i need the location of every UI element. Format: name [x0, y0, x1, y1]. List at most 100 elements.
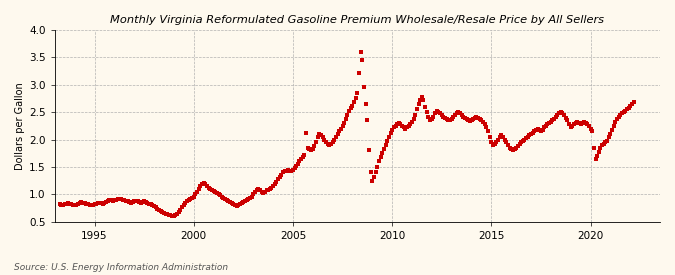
- Point: [122, 199, 133, 204]
- Point: [508, 148, 518, 153]
- Point: [335, 126, 346, 131]
- Point: [379, 147, 389, 152]
- Point: [344, 109, 354, 113]
- Point: [582, 122, 593, 127]
- Point: [425, 118, 435, 123]
- Point: [234, 202, 245, 207]
- Point: [283, 168, 294, 172]
- Point: [130, 199, 141, 203]
- Point: [61, 202, 72, 206]
- Point: [167, 213, 178, 218]
- Point: [539, 125, 549, 130]
- Point: [292, 161, 303, 166]
- Point: [418, 98, 429, 102]
- Point: [208, 189, 219, 193]
- Point: [55, 202, 65, 207]
- Point: [184, 198, 194, 203]
- Point: [438, 114, 449, 119]
- Point: [352, 91, 362, 95]
- Point: [274, 175, 285, 179]
- Point: [529, 129, 540, 134]
- Point: [547, 118, 558, 123]
- Point: [458, 114, 468, 119]
- Point: [246, 194, 257, 199]
- Point: [70, 203, 80, 207]
- Point: [137, 200, 148, 204]
- Point: [565, 125, 576, 130]
- Point: [385, 131, 396, 135]
- Point: [178, 203, 189, 207]
- Point: [196, 182, 207, 187]
- Point: [380, 143, 391, 147]
- Point: [517, 138, 528, 143]
- Point: [610, 120, 621, 124]
- Point: [577, 121, 588, 125]
- Point: [560, 116, 571, 120]
- Point: [441, 117, 452, 121]
- Point: [605, 132, 616, 136]
- Point: [552, 113, 563, 117]
- Point: [241, 198, 252, 202]
- Point: [514, 142, 525, 146]
- Y-axis label: Dollars per Gallon: Dollars per Gallon: [15, 82, 25, 170]
- Point: [271, 180, 282, 185]
- Point: [367, 178, 378, 183]
- Point: [193, 187, 204, 191]
- Point: [71, 202, 82, 207]
- Point: [446, 117, 457, 121]
- Point: [84, 202, 95, 207]
- Point: [111, 198, 122, 202]
- Point: [163, 212, 174, 217]
- Point: [350, 96, 361, 101]
- Point: [489, 142, 500, 146]
- Point: [408, 117, 419, 121]
- Point: [413, 102, 424, 106]
- Point: [173, 210, 184, 214]
- Point: [360, 102, 371, 106]
- Point: [575, 122, 586, 127]
- Point: [468, 117, 479, 121]
- Point: [423, 114, 434, 119]
- Point: [329, 137, 340, 142]
- Point: [89, 202, 100, 207]
- Point: [327, 140, 338, 144]
- Point: [524, 133, 535, 137]
- Point: [500, 137, 510, 142]
- Point: [195, 184, 206, 188]
- Point: [476, 118, 487, 123]
- Point: [74, 201, 85, 205]
- Point: [584, 124, 595, 128]
- Title: Monthly Virginia Reformulated Gasoline Premium Wholesale/Resale Price by All Sel: Monthly Virginia Reformulated Gasoline P…: [111, 15, 604, 25]
- Point: [535, 129, 546, 134]
- Point: [463, 118, 474, 122]
- Point: [369, 175, 379, 179]
- Point: [148, 204, 159, 208]
- Point: [236, 201, 247, 205]
- Point: [169, 214, 180, 218]
- Point: [64, 202, 75, 206]
- Point: [466, 118, 477, 122]
- Point: [509, 147, 520, 152]
- Point: [347, 103, 358, 108]
- Point: [572, 120, 583, 124]
- Point: [210, 190, 221, 194]
- Point: [618, 110, 629, 114]
- Point: [187, 196, 198, 200]
- Point: [269, 182, 280, 187]
- Point: [56, 203, 67, 207]
- Point: [430, 111, 441, 116]
- Point: [402, 125, 412, 130]
- Point: [578, 120, 589, 124]
- Point: [454, 111, 465, 116]
- Point: [589, 145, 599, 150]
- Point: [192, 189, 202, 194]
- Point: [219, 197, 230, 201]
- Point: [177, 205, 188, 210]
- Point: [622, 107, 632, 112]
- Point: [144, 202, 155, 206]
- Point: [228, 202, 239, 207]
- Point: [266, 186, 277, 190]
- Point: [599, 142, 610, 146]
- Point: [580, 121, 591, 125]
- Point: [405, 122, 416, 127]
